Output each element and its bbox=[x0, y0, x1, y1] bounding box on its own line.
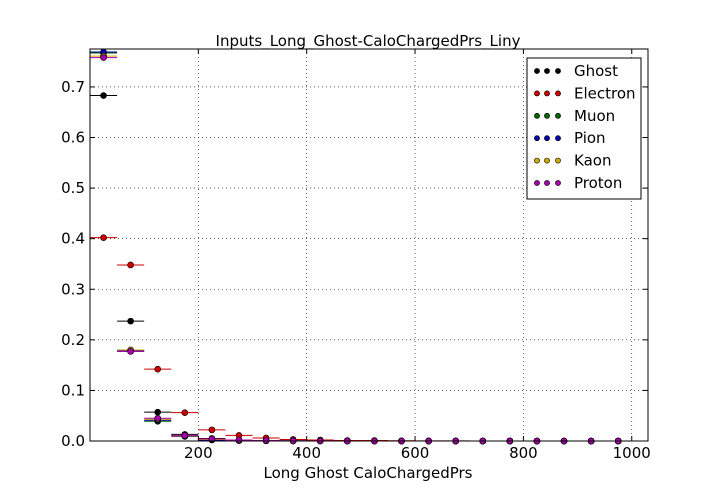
y-tick-label: 0.0 bbox=[61, 432, 85, 450]
legend-marker bbox=[534, 135, 540, 142]
legend-label: Proton bbox=[574, 174, 622, 192]
legend-marker bbox=[534, 90, 540, 97]
data-point bbox=[127, 261, 134, 269]
legend-marker bbox=[534, 112, 540, 119]
data-point bbox=[127, 348, 134, 355]
x-tick-label: 200 bbox=[184, 444, 213, 462]
legend-marker bbox=[534, 68, 540, 74]
data-point bbox=[154, 365, 162, 373]
legend-item-ghost: Ghost bbox=[534, 62, 618, 80]
y-tick-label: 0.7 bbox=[61, 78, 85, 96]
legend-marker bbox=[555, 68, 561, 74]
legend-marker bbox=[544, 180, 550, 186]
y-tick-label: 0.6 bbox=[61, 129, 85, 147]
data-point bbox=[235, 436, 243, 444]
legend-label: Ghost bbox=[574, 62, 618, 80]
data-point bbox=[100, 234, 107, 241]
legend-label: Pion bbox=[574, 129, 606, 147]
data-point bbox=[154, 414, 162, 422]
legend-marker bbox=[555, 90, 561, 97]
y-tick-label: 0.1 bbox=[61, 381, 85, 399]
x-tick-label: 600 bbox=[401, 444, 430, 462]
legend-item-pion: Pion bbox=[534, 129, 606, 147]
data-point bbox=[154, 408, 162, 416]
data-point bbox=[208, 426, 216, 434]
x-axis-label: Long Ghost CaloChargedPrs bbox=[264, 464, 473, 482]
data-point bbox=[208, 435, 216, 443]
data-point bbox=[100, 54, 107, 61]
legend-item-muon: Muon bbox=[534, 107, 615, 125]
legend: Ghost Electron Muon Pion Kaon Proton bbox=[526, 57, 642, 200]
x-tick-label: 800 bbox=[509, 444, 538, 462]
chart-title: Inputs_Long_Ghost-CaloChargedPrs_Liny bbox=[216, 32, 521, 51]
data-point bbox=[181, 432, 189, 439]
legend-marker bbox=[555, 135, 561, 142]
legend-item-proton: Proton bbox=[534, 174, 622, 192]
legend-marker bbox=[544, 112, 550, 119]
y-tick-label: 0.5 bbox=[61, 179, 85, 197]
legend-label: Muon bbox=[574, 107, 615, 125]
legend-marker bbox=[555, 180, 561, 186]
axes-frame bbox=[89, 48, 649, 442]
legend-marker bbox=[544, 157, 550, 164]
legend-box bbox=[526, 57, 642, 200]
axis-ticks: 200 400 600 800 1000 0.0 0.1 0.2 0.3 0.4 0.5 0.6 0.7 bbox=[61, 49, 651, 462]
y-tick-label: 0.4 bbox=[61, 230, 85, 248]
x-tick-label: 1000 bbox=[613, 444, 651, 462]
legend-marker bbox=[534, 157, 540, 164]
y-tick-label: 0.3 bbox=[61, 280, 85, 298]
x-tick-label: 400 bbox=[292, 444, 321, 462]
data-point bbox=[181, 409, 189, 416]
y-tick-label: 0.2 bbox=[61, 331, 85, 349]
legend-item-kaon: Kaon bbox=[534, 152, 611, 170]
legend-label: Kaon bbox=[574, 152, 611, 170]
data-point bbox=[100, 92, 107, 99]
legend-label: Electron bbox=[574, 84, 636, 102]
legend-marker bbox=[534, 180, 540, 186]
data-point bbox=[127, 317, 134, 325]
legend-marker bbox=[544, 90, 550, 97]
legend-marker bbox=[555, 157, 561, 164]
legend-marker bbox=[555, 112, 561, 119]
legend-marker bbox=[544, 68, 550, 74]
legend-item-electron: Electron bbox=[534, 84, 636, 102]
legend-marker bbox=[544, 135, 550, 142]
data-point bbox=[262, 437, 270, 444]
